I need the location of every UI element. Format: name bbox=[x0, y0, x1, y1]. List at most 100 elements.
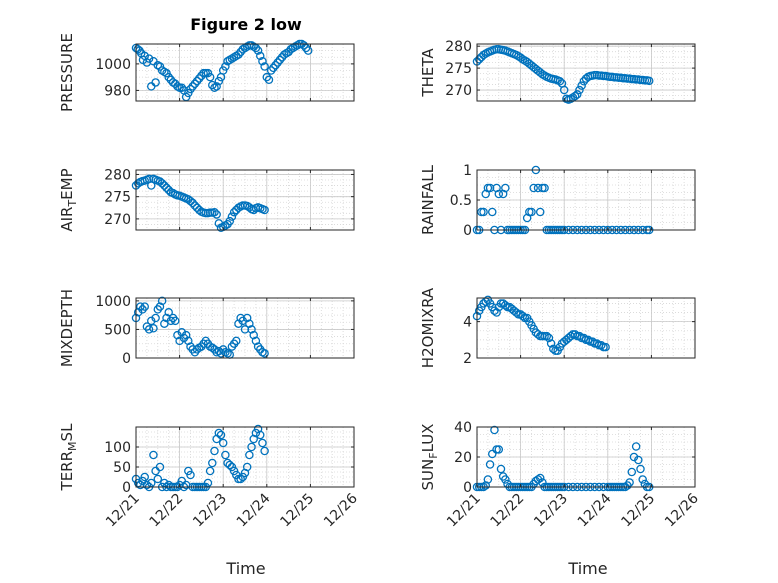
axes-frame bbox=[476, 43, 696, 102]
data-point bbox=[153, 474, 163, 484]
data-point bbox=[601, 342, 610, 352]
y-tick-label: 0 bbox=[463, 480, 472, 496]
data-point bbox=[144, 54, 154, 63]
data-point bbox=[529, 183, 538, 193]
data-point bbox=[218, 438, 228, 448]
subplot-terrmsl: 0 50 100 12/21 12/22 12/23 12/24 12/25 12/26 TERR… bbox=[58, 423, 361, 530]
data-point bbox=[581, 74, 591, 83]
data-point bbox=[634, 455, 643, 465]
data-point bbox=[162, 183, 171, 193]
data-point bbox=[210, 207, 219, 217]
data-point bbox=[533, 183, 543, 193]
data-point bbox=[256, 51, 265, 61]
data-point bbox=[147, 316, 156, 326]
data-points bbox=[131, 174, 269, 233]
y-tick-label: 270 bbox=[104, 212, 131, 228]
data-point bbox=[245, 319, 254, 328]
y-tick-label: 20 bbox=[454, 450, 472, 466]
data-points bbox=[131, 39, 313, 102]
y-tick-label: 0.5 bbox=[450, 193, 472, 209]
data-point bbox=[479, 207, 488, 217]
data-point bbox=[299, 41, 309, 50]
data-point bbox=[151, 78, 160, 87]
x-tick-label: 12/25 bbox=[277, 491, 317, 531]
y-tick-label: 280 bbox=[445, 39, 472, 55]
axes-frame bbox=[135, 43, 355, 102]
grid-lines bbox=[476, 426, 696, 488]
data-point bbox=[155, 302, 165, 311]
y-tick-label: 280 bbox=[104, 167, 131, 183]
x-tick-label: 12/24 bbox=[575, 490, 615, 530]
y-tick-label: 1000 bbox=[95, 294, 131, 310]
y-tick-label: 100 bbox=[104, 440, 131, 456]
data-point bbox=[251, 336, 261, 346]
data-point bbox=[190, 201, 200, 210]
data-point bbox=[247, 325, 256, 334]
data-point bbox=[485, 460, 495, 469]
data-point bbox=[583, 335, 593, 345]
data-point bbox=[234, 319, 243, 328]
y-axis-label: SUNFLUX bbox=[419, 424, 440, 491]
data-point bbox=[544, 333, 554, 343]
data-point bbox=[260, 205, 269, 215]
data-point bbox=[258, 56, 267, 66]
data-point bbox=[164, 308, 173, 317]
data-point bbox=[245, 450, 254, 460]
data-point bbox=[588, 337, 597, 346]
data-point bbox=[303, 46, 313, 55]
data-point bbox=[192, 345, 202, 354]
x-tick-label: 12/21 bbox=[103, 491, 143, 531]
grid-lines bbox=[135, 426, 355, 488]
data-point bbox=[555, 77, 565, 86]
x-tick-label: 12/23 bbox=[531, 491, 571, 531]
data-points bbox=[472, 295, 610, 355]
data-point bbox=[535, 207, 545, 217]
y-tick-label: 275 bbox=[104, 190, 131, 206]
data-point bbox=[546, 339, 556, 348]
data-point bbox=[485, 183, 495, 193]
data-point bbox=[249, 330, 258, 340]
figure-title: Figure 2 low bbox=[190, 15, 302, 34]
data-point bbox=[518, 311, 528, 321]
x-tick-label: 12/26 bbox=[321, 490, 361, 530]
y-tick-label: 1 bbox=[463, 163, 472, 179]
data-point bbox=[194, 74, 204, 83]
data-point bbox=[194, 205, 204, 215]
data-point bbox=[577, 81, 586, 90]
data-point bbox=[160, 181, 169, 190]
data-point bbox=[155, 462, 165, 472]
grid-lines bbox=[476, 298, 696, 359]
data-point bbox=[162, 313, 171, 323]
y-tick-label: 500 bbox=[104, 322, 131, 338]
data-point bbox=[208, 458, 217, 468]
data-point bbox=[236, 474, 245, 484]
data-point bbox=[511, 308, 521, 317]
data-point bbox=[184, 336, 193, 346]
subplot-theta: 270 275 280 THETA bbox=[419, 39, 696, 104]
data-point bbox=[260, 62, 269, 71]
data-point bbox=[575, 331, 584, 341]
x-tick-label: 12/24 bbox=[234, 490, 274, 530]
data-point bbox=[636, 464, 645, 474]
data-point bbox=[157, 179, 167, 188]
data-point bbox=[542, 331, 552, 341]
data-point bbox=[175, 336, 184, 346]
subplot-rainfall: 0 0.5 1 RAINFALL bbox=[419, 163, 696, 239]
grid-lines bbox=[135, 170, 355, 231]
y-axis-label: PRESSURE bbox=[58, 33, 76, 112]
x-tick-label: 12/22 bbox=[488, 491, 528, 531]
data-point bbox=[216, 430, 226, 440]
data-point bbox=[221, 62, 230, 71]
data-point bbox=[570, 330, 580, 339]
y-tick-label: 1000 bbox=[95, 57, 131, 73]
data-point bbox=[483, 475, 493, 484]
data-point bbox=[579, 333, 589, 343]
grid-lines bbox=[135, 298, 355, 359]
data-point bbox=[212, 210, 221, 219]
data-point bbox=[186, 470, 195, 480]
data-point bbox=[240, 325, 250, 334]
data-point bbox=[140, 302, 149, 311]
axes-frame bbox=[135, 169, 355, 231]
data-point bbox=[559, 85, 569, 95]
y-tick-label: 980 bbox=[104, 83, 131, 99]
